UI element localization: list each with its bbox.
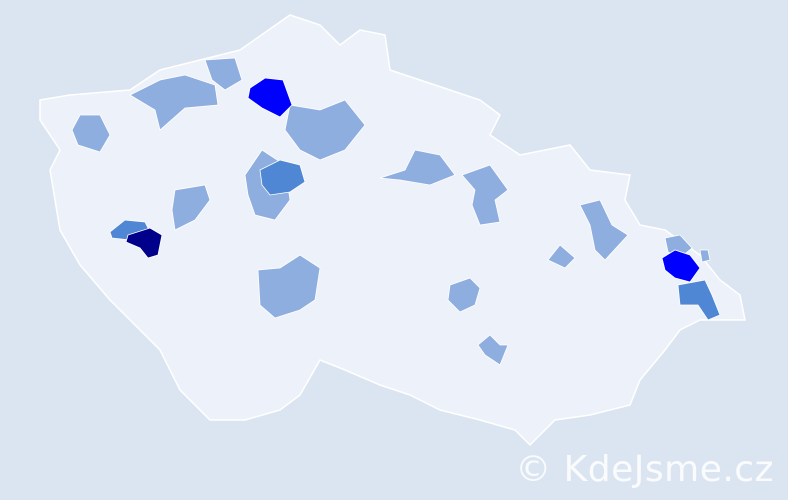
- district-region[interactable]: [699, 249, 711, 263]
- district-region[interactable]: [247, 77, 293, 118]
- district-region[interactable]: [447, 277, 481, 313]
- district-region[interactable]: [477, 334, 509, 366]
- watermark: © KdeJsme.cz: [515, 449, 774, 490]
- district-region[interactable]: [129, 74, 219, 131]
- district-region[interactable]: [579, 199, 629, 261]
- district-region[interactable]: [284, 99, 366, 161]
- district-region[interactable]: [171, 184, 211, 231]
- country-outline: [39, 14, 746, 447]
- district-region[interactable]: [259, 159, 306, 196]
- district-region[interactable]: [379, 149, 456, 186]
- district-region[interactable]: [661, 249, 701, 283]
- district-region[interactable]: [461, 164, 509, 226]
- district-region[interactable]: [547, 244, 576, 269]
- district-region[interactable]: [257, 254, 321, 319]
- district-region[interactable]: [677, 279, 721, 321]
- district-region[interactable]: [204, 57, 243, 91]
- district-region[interactable]: [71, 114, 111, 153]
- district-region[interactable]: [125, 227, 163, 259]
